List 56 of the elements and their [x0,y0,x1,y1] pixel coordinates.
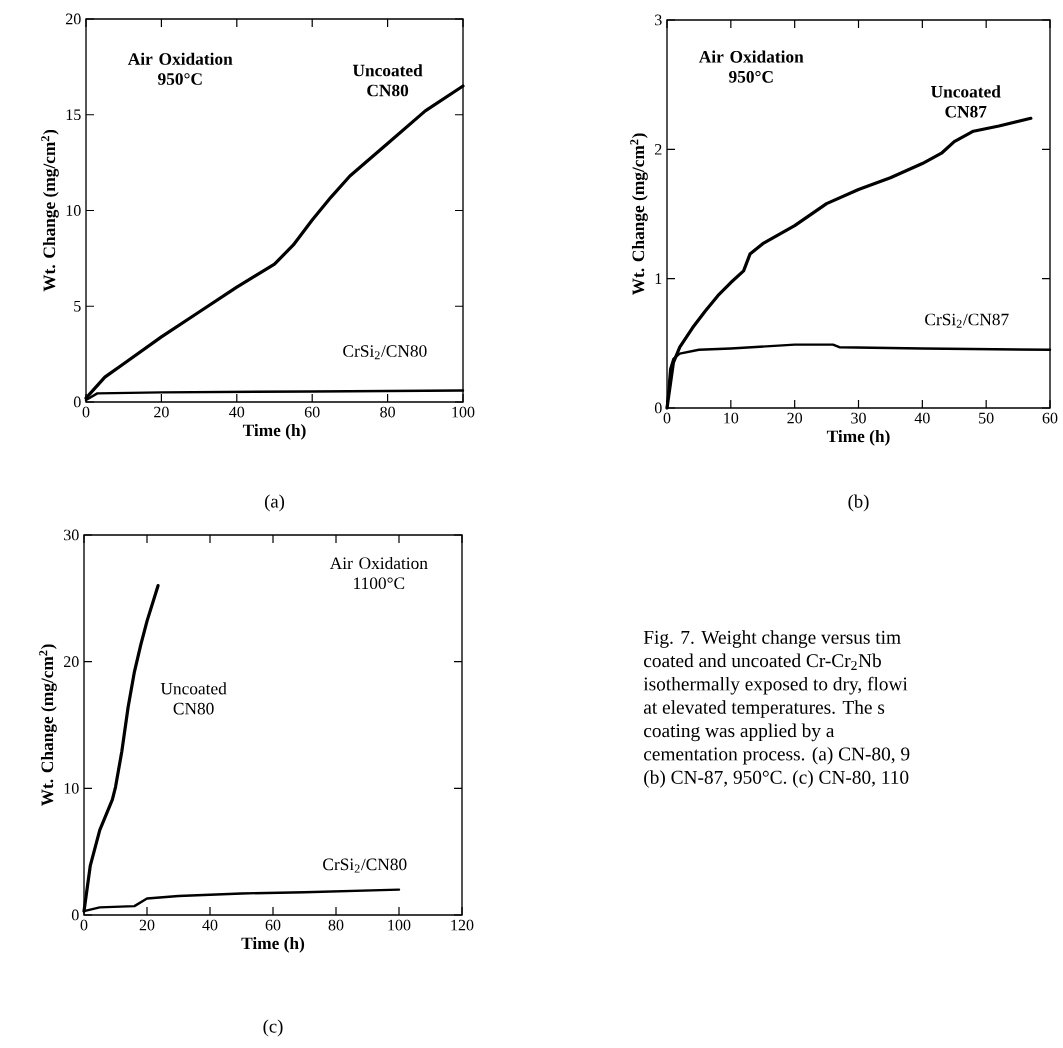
x-tick-label: 20 [139,919,155,931]
text: (b) CN-87, 950°C. (c) CN-80, 110 [644,770,909,788]
x-tick-label: 100 [388,919,411,931]
y-axis-title: Wt. Change (mg/cm$^{2}$) [630,133,648,296]
y-tick-label: 0 [71,909,79,921]
y-tick-label: 0 [73,396,81,408]
x-axis-title: Time (h) [242,423,306,440]
x-tick-label: 10 [724,412,739,424]
x-tick-label: 80 [328,919,344,931]
text: (b) [848,494,869,512]
series-label: CrSi$_{2}$/CN80 [323,858,407,873]
x-tick-label: 120 [451,919,474,931]
x-tick-label: 20 [787,412,803,424]
series-label: CrSi$_{2}$/CN87 [925,313,1009,328]
y-tick-label: 30 [64,529,79,541]
x-tick-label: 100 [452,406,475,418]
x-tick-label: 30 [851,412,866,424]
series-label: CrSi$_{2}$/CN80 [343,345,427,360]
y-axis-title: Wt. Change (mg/cm$^{2}$) [39,644,57,807]
text: (c) [263,1019,283,1037]
y-tick-label: 2 [655,144,662,155]
series-label: Uncoated CN80 [160,682,227,715]
text: at elevated temperatures. The s [643,700,885,718]
x-tick-label: 60 [265,919,281,931]
series-label: Uncoated CN87 [931,85,1001,118]
y-tick-label: 5 [74,300,81,312]
annotation: Air Oxidation 1100°C [329,556,428,590]
annotation: Air Oxidation 950°C [698,50,804,83]
y-tick-label: 20 [66,13,81,25]
x-tick-label: 0 [82,406,90,418]
x-tick-label: 40 [202,919,218,931]
text: (a) [264,494,285,512]
text: coated and uncoated Cr-Cr$_{2}$Nb [644,653,881,670]
x-tick-label: 0 [663,412,671,424]
y-tick-label: 20 [64,656,79,668]
text: coating was applied by a [644,723,835,742]
x-tick-label: 60 [1042,412,1058,424]
x-tick-label: 40 [229,406,245,418]
series-label: Uncoated CN80 [352,64,423,97]
text: isothermally exposed to dry, flowi [643,676,908,695]
y-axis-title: Wt. Change (mg/cm$^{2}$) [41,129,59,292]
text: cementation process. (a) CN-80, 9 [644,746,910,765]
x-axis-title: Time (h) [241,936,305,953]
y-tick-label: 15 [66,109,81,121]
x-tick-label: 40 [914,412,930,424]
y-tick-label: 10 [64,782,79,794]
x-tick-label: 60 [304,406,320,418]
y-tick-label: 10 [66,205,81,216]
x-tick-label: 80 [380,406,395,418]
x-axis-title: Time (h) [826,429,890,446]
annotation: Air Oxidation 950°C [127,52,233,85]
caption: Fig. 7. Weight change versus tim [643,630,901,648]
y-tick-label: 1 [655,273,662,284]
y-tick-label: 3 [655,14,662,26]
x-tick-label: 20 [154,406,169,418]
x-tick-label: 50 [979,412,994,424]
